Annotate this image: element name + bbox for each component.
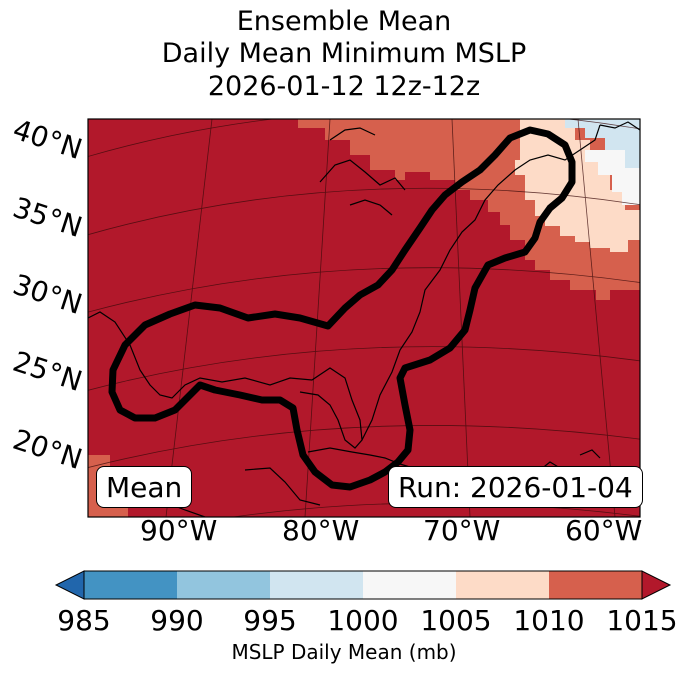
colorbar-cell-995-1000 <box>270 571 364 599</box>
map-frame <box>87 118 641 518</box>
colorbar-cell-1000-1005 <box>363 571 457 599</box>
mean-label: Mean <box>96 466 193 508</box>
colorbar <box>54 570 672 600</box>
pressure-cell-sw-2 <box>88 505 128 517</box>
colorbar-tick-990: 990 <box>150 604 204 637</box>
title-line-3: 2026-01-12 12z-12z <box>207 71 481 102</box>
colorbar-tick-1010: 1010 <box>513 604 585 637</box>
graticule <box>88 119 640 517</box>
lon-label-60w: 60°W <box>565 514 643 547</box>
lon-label-90w: 90°W <box>140 514 218 547</box>
colorbar-over-arrow <box>641 570 672 600</box>
colorbar-tick-985: 985 <box>57 604 111 637</box>
colorbar-cell-1010-1015 <box>549 571 643 599</box>
colorbar-frame <box>83 570 643 600</box>
colorbar-cell-1005-1010 <box>456 571 550 599</box>
contour-outline <box>108 126 576 491</box>
title-line-2: Daily Mean Minimum MSLP <box>161 38 527 69</box>
title-line-1: Ensemble Mean <box>236 6 452 37</box>
colorbar-cell-990-995 <box>177 571 271 599</box>
pressure-band-990-995 <box>565 119 640 168</box>
colorbar-tick-1005: 1005 <box>420 604 492 637</box>
lon-label-70w: 70°W <box>423 514 501 547</box>
colorbar-under-arrow <box>54 570 85 600</box>
colorbar-tick-1015: 1015 <box>606 604 678 637</box>
colorbar-label: MSLP Daily Mean (mb) <box>231 640 457 664</box>
colorbar-tick-1000: 1000 <box>327 604 399 637</box>
colorbar-cell-985-990 <box>84 571 178 599</box>
lon-label-80w: 80°W <box>282 514 360 547</box>
run-date-label: Run: 2026-01-04 <box>388 466 643 508</box>
colorbar-tick-995: 995 <box>243 604 297 637</box>
